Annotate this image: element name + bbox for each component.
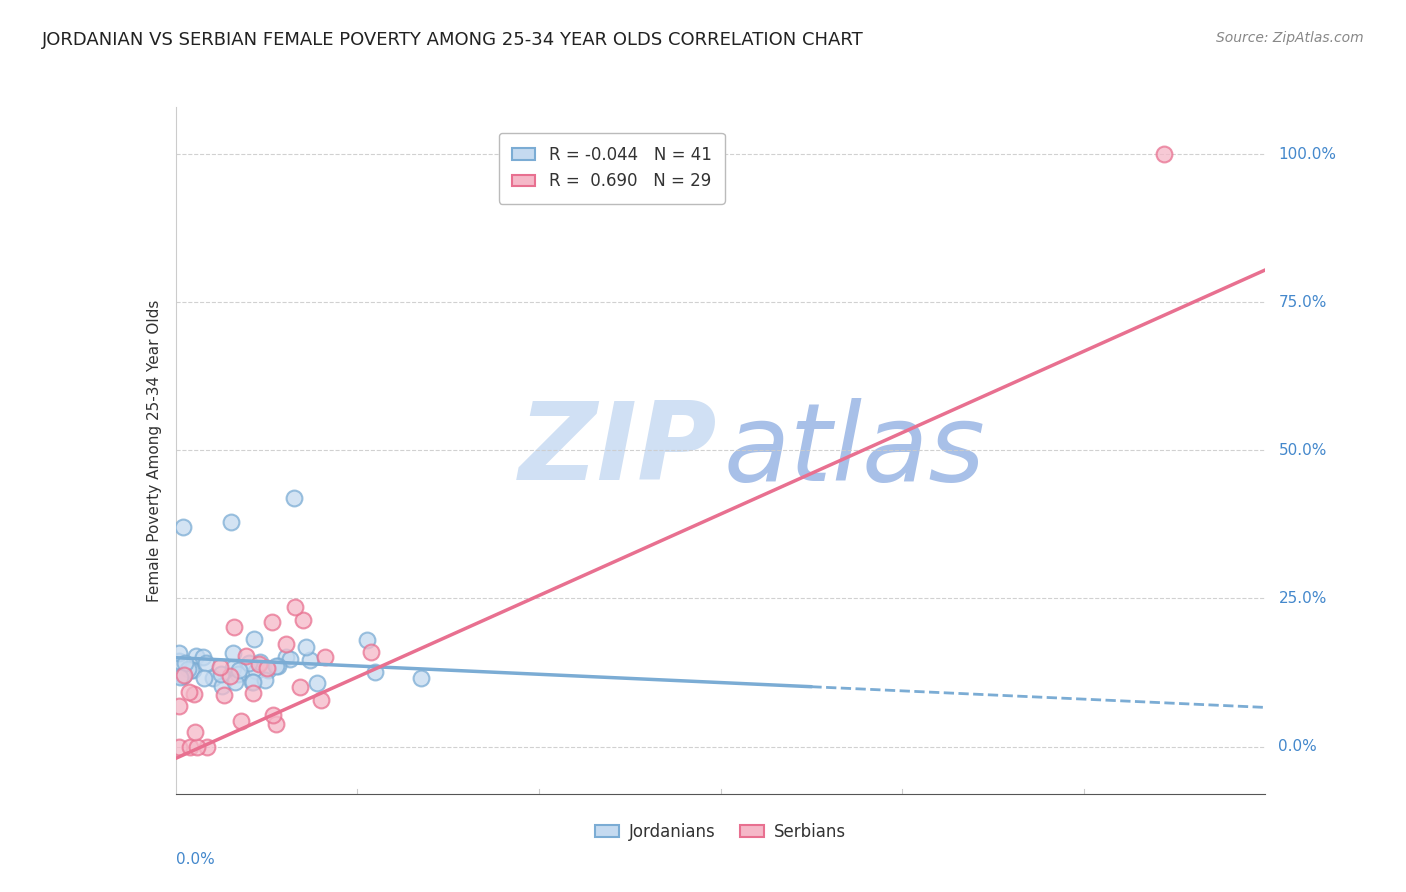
Text: ZIP: ZIP <box>519 398 717 503</box>
Point <box>257 663 280 677</box>
Text: Source: ZipAtlas.com: Source: ZipAtlas.com <box>1216 31 1364 45</box>
Point <box>224 674 246 689</box>
Point <box>264 658 287 673</box>
Point <box>193 649 215 664</box>
Point <box>264 717 287 731</box>
Point <box>226 666 249 681</box>
Text: 75.0%: 75.0% <box>1278 295 1327 310</box>
Point <box>202 671 225 685</box>
Point <box>235 649 257 664</box>
Point <box>193 671 215 685</box>
Text: 0.0%: 0.0% <box>1278 739 1317 754</box>
Point <box>260 615 283 629</box>
Point <box>314 649 336 664</box>
Point <box>174 656 197 670</box>
Point <box>292 613 315 627</box>
Point <box>222 646 245 660</box>
Point <box>169 670 191 684</box>
Point <box>172 669 194 683</box>
Point <box>1153 147 1175 161</box>
Point <box>364 665 387 679</box>
Point <box>276 649 298 664</box>
Point <box>173 668 195 682</box>
Point <box>209 660 232 674</box>
Point <box>218 669 240 683</box>
Point <box>195 739 218 754</box>
Point <box>245 664 267 678</box>
Point <box>309 692 332 706</box>
Point <box>169 646 191 660</box>
Point <box>183 687 205 701</box>
Point <box>356 632 378 647</box>
Text: 100.0%: 100.0% <box>1278 147 1337 162</box>
Point <box>222 620 245 634</box>
Point <box>247 657 270 671</box>
Point <box>177 684 200 698</box>
Point <box>169 699 191 714</box>
Point <box>360 645 382 659</box>
Point <box>249 655 271 669</box>
Text: 0.0%: 0.0% <box>176 852 215 867</box>
Point <box>177 662 200 676</box>
Point <box>211 679 233 693</box>
Point <box>169 654 191 668</box>
Point <box>240 675 263 690</box>
Point <box>179 739 201 754</box>
Point <box>222 661 245 675</box>
Point <box>219 515 242 529</box>
Point <box>186 739 208 754</box>
Text: 25.0%: 25.0% <box>1278 591 1327 606</box>
Point <box>256 661 278 675</box>
Point <box>184 725 207 739</box>
Point <box>254 673 277 687</box>
Point <box>295 640 318 655</box>
Point <box>409 671 432 685</box>
Point <box>180 664 202 678</box>
Point <box>172 520 194 534</box>
Text: atlas: atlas <box>724 398 986 503</box>
Y-axis label: Female Poverty Among 25-34 Year Olds: Female Poverty Among 25-34 Year Olds <box>146 300 162 601</box>
Point <box>229 714 252 729</box>
Point <box>243 632 266 646</box>
Point <box>267 658 290 673</box>
Point <box>242 674 264 689</box>
Point <box>276 637 298 651</box>
Text: 50.0%: 50.0% <box>1278 443 1327 458</box>
Point <box>195 656 218 670</box>
Point <box>169 739 191 754</box>
Point <box>283 491 305 505</box>
Point <box>284 599 307 614</box>
Point <box>209 666 232 681</box>
Point <box>305 676 328 690</box>
Legend: Jordanians, Serbians: Jordanians, Serbians <box>589 816 852 847</box>
Point <box>262 708 284 723</box>
Point <box>298 653 321 667</box>
Point <box>242 686 264 700</box>
Point <box>238 656 260 670</box>
Point <box>288 680 311 694</box>
Point <box>212 688 235 702</box>
Text: JORDANIAN VS SERBIAN FEMALE POVERTY AMONG 25-34 YEAR OLDS CORRELATION CHART: JORDANIAN VS SERBIAN FEMALE POVERTY AMON… <box>42 31 863 49</box>
Point <box>184 648 207 663</box>
Point <box>228 663 250 677</box>
Point <box>183 663 205 677</box>
Point <box>278 651 301 665</box>
